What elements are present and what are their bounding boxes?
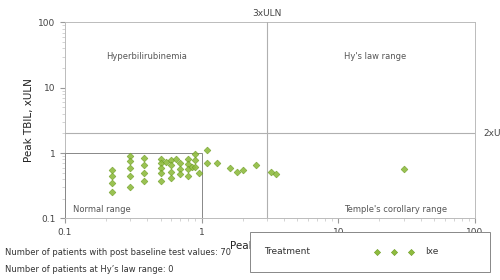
Point [108,168,116,172]
Point [126,154,134,158]
Point [192,158,200,162]
Point [126,159,134,164]
Text: Hy's law range: Hy's law range [344,52,406,61]
Point [192,164,200,169]
Point [168,176,175,180]
Point [239,168,247,172]
Point [162,160,170,165]
Bar [65,153,202,218]
Point [194,171,202,175]
Point [184,166,192,171]
X-axis label: Peak ALT, xULN: Peak ALT, xULN [230,241,310,251]
Point [184,162,192,166]
Point [156,165,164,170]
Point [108,190,116,195]
Text: Temple's corollary range: Temple's corollary range [344,206,447,214]
Point [204,161,212,165]
Text: Normal range: Normal range [74,206,131,214]
Point [400,166,407,171]
Y-axis label: Peak TBIL, xULN: Peak TBIL, xULN [24,78,34,162]
Text: 3xULN: 3xULN [252,10,282,18]
Point [168,158,175,162]
Point [390,250,398,254]
Text: Hyperbilirubinemia: Hyperbilirubinemia [106,52,187,61]
Point [168,169,175,174]
Text: Treatment: Treatment [264,248,310,256]
Point [156,178,164,183]
Point [192,151,200,156]
Point [272,172,280,176]
Point [172,157,180,162]
Point [204,148,212,153]
Point [156,171,164,175]
Point [266,169,274,174]
Point [108,174,116,178]
Point [156,157,164,161]
Point [126,185,134,190]
Point [252,163,260,167]
Point [126,165,134,170]
Point [184,174,192,178]
Point [373,250,381,254]
Text: Number of patients with post baseline test values: 70: Number of patients with post baseline te… [5,248,231,257]
Point [140,163,148,167]
Point [407,250,415,254]
Point [232,169,240,174]
Point [140,178,148,183]
Point [126,174,134,178]
Point [226,165,234,170]
Point [140,171,148,175]
Point [176,161,184,165]
Point [108,181,116,185]
Text: Ixe: Ixe [425,248,438,256]
Point [156,161,164,165]
Point [176,172,184,176]
Point [176,166,184,171]
Point [184,157,192,162]
Text: 2xULN: 2xULN [484,129,500,138]
Point [168,163,175,167]
Point [140,155,148,160]
Point [213,161,221,165]
Point [188,164,196,169]
Text: Number of patients at Hy’s law range: 0: Number of patients at Hy’s law range: 0 [5,265,173,274]
